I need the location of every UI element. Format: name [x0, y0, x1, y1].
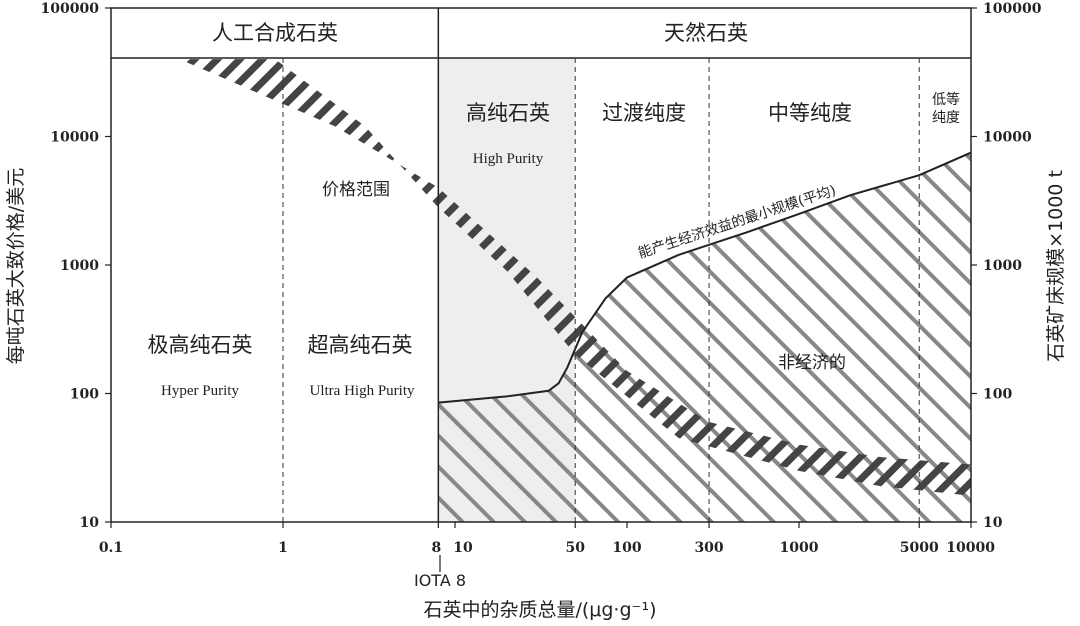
region-medium-purity-label: 中等纯度: [768, 101, 852, 125]
uneconomic-area: [438, 152, 971, 522]
x-tick-label: 10: [453, 540, 473, 556]
x-tick-label: 300: [694, 540, 723, 556]
y-tick-label-right: 100000: [983, 1, 1042, 17]
category-synthetic-label: 人工合成石英: [212, 21, 338, 45]
x-axis-ticks: 0.1 1 8 10 50 100 300 1000 5000 10000: [99, 522, 995, 556]
y-tick-label-right: 10: [983, 515, 1003, 531]
y-axis-right-title: 石英矿床规模×1000 t: [1045, 170, 1067, 362]
y-tick-label-right: 100: [983, 387, 1012, 403]
region-dividers: [282, 8, 920, 522]
y-tick-label-left: 100: [70, 387, 99, 403]
x-tick-label: 100: [612, 540, 641, 556]
x-tick-label: 10000: [946, 540, 995, 556]
x-axis-title: 石英中的杂质总量/(μg·g⁻¹): [423, 599, 656, 621]
y-tick-label-left: 1000: [60, 258, 99, 274]
region-low-purity-label: 低等纯度: [932, 91, 960, 126]
x-tick-label: 1000: [780, 540, 819, 556]
y-tick-label-left: 100000: [41, 1, 100, 17]
y-tick-label-right: 10000: [983, 130, 1032, 146]
y-axis-right-ticks: 10 100 1000 10000 100000: [971, 1, 1042, 531]
region-hyper-purity-sublabel: Hyper Purity: [161, 383, 239, 399]
x-tick-label: 0.1: [99, 540, 123, 556]
region-transition-purity-label: 过渡纯度: [602, 101, 686, 125]
y-axis-left-title: 每吨石英大致价格/美元: [5, 168, 27, 364]
y-tick-label-left: 10000: [50, 130, 99, 146]
y-tick-label-left: 10: [80, 515, 100, 531]
iota-marker-label: IOTA 8: [414, 571, 466, 590]
x-tick-label: 1: [278, 540, 288, 556]
region-hyper-purity-label: 极高纯石英: [148, 333, 253, 357]
region-high-purity-sublabel: High Purity: [473, 151, 544, 167]
x-tick-label: 8: [431, 540, 441, 556]
region-ultra-high-purity-sublabel: Ultra High Purity: [310, 383, 415, 399]
y-axis-left-ticks: 10 100 1000 10000 100000: [41, 1, 111, 531]
uneconomic-label: 非经济的: [778, 353, 846, 373]
y-tick-label-right: 1000: [983, 258, 1022, 274]
region-ultra-high-purity-label: 超高纯石英: [308, 333, 413, 357]
x-tick-label: 50: [565, 540, 585, 556]
category-natural-label: 天然石英: [664, 21, 748, 45]
region-high-purity-label: 高纯石英: [466, 101, 550, 125]
x-tick-label: 5000: [900, 540, 939, 556]
price-range-label: 价格范围: [322, 180, 390, 200]
minimum-economic-size-line: [438, 151, 971, 404]
